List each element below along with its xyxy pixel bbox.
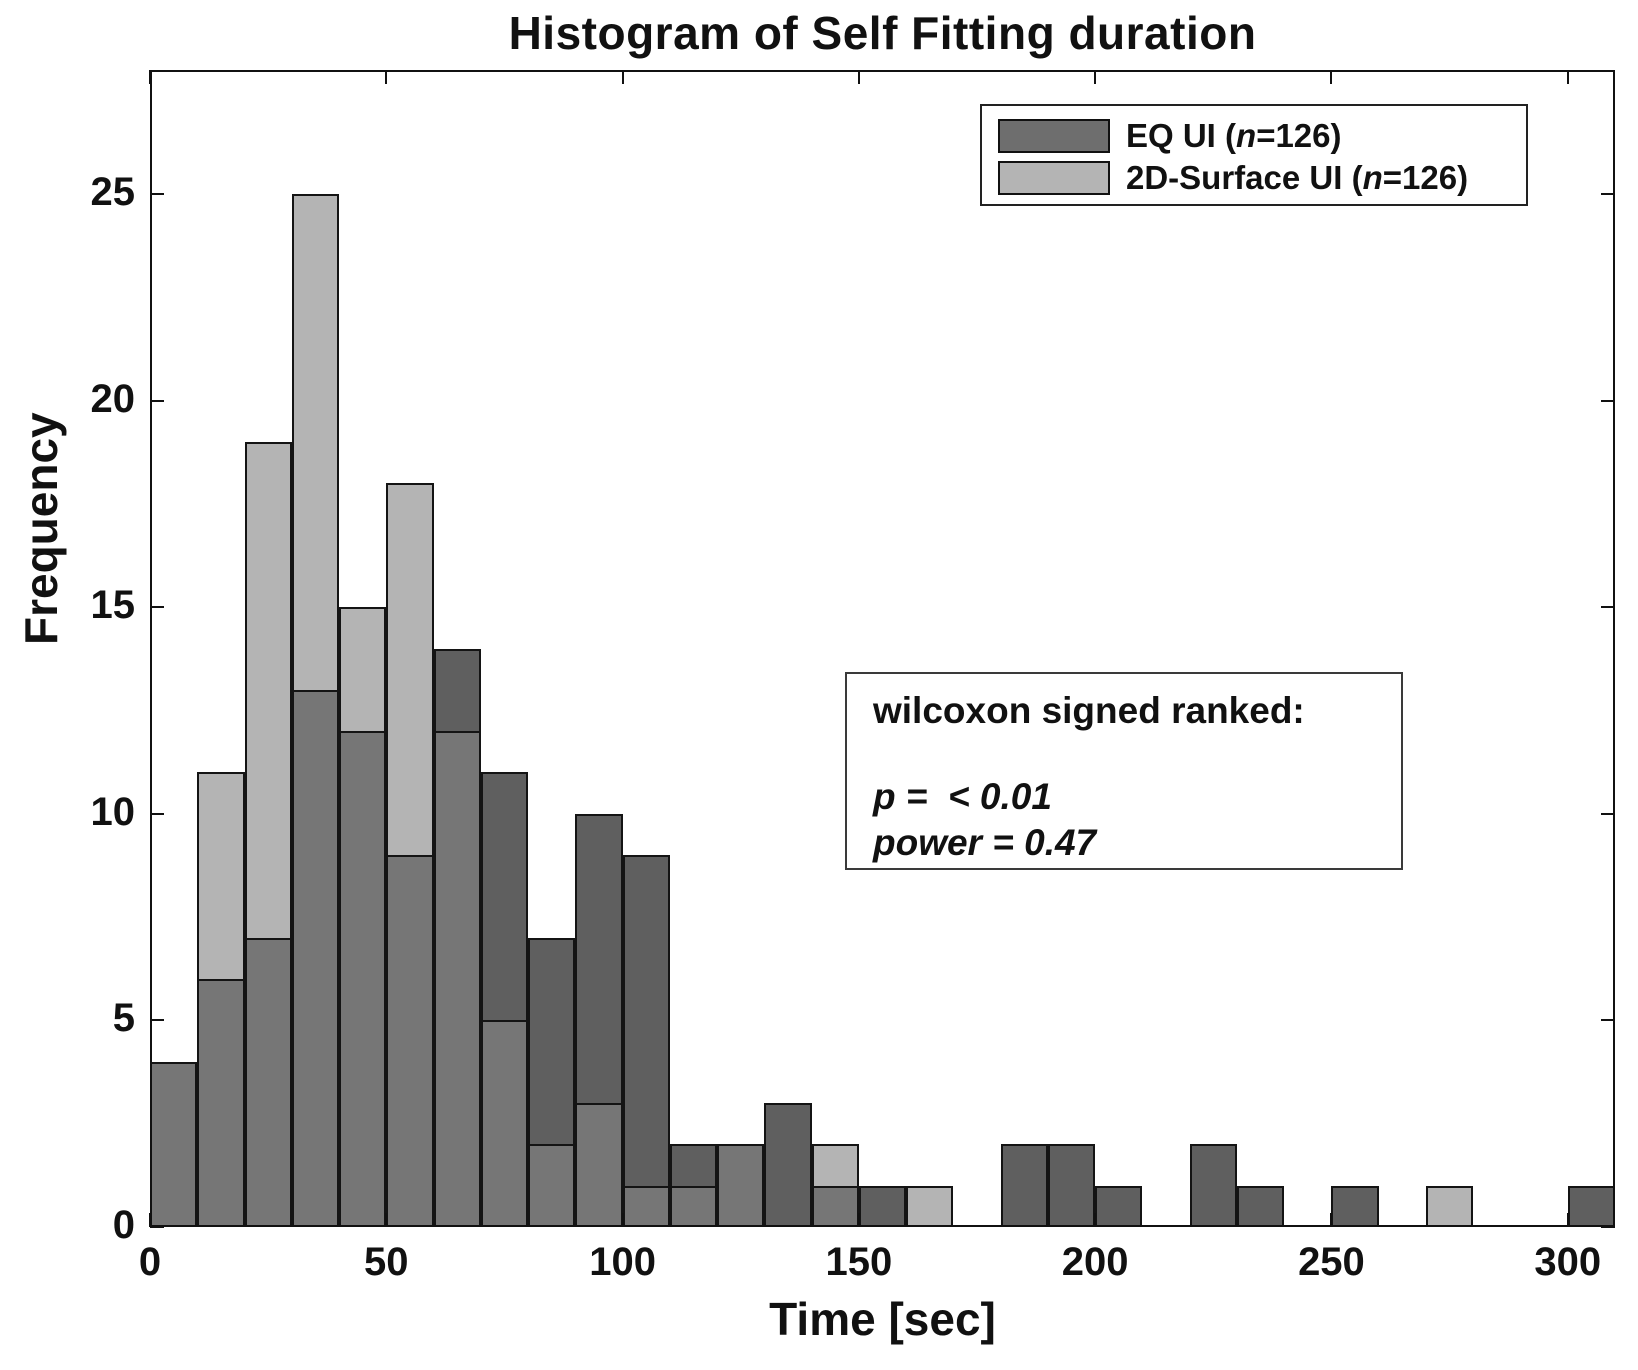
histogram-bar-segment [386,855,434,1227]
histogram-bar-segment [291,689,340,1227]
histogram-bar-segment [622,855,670,1186]
annotation-box: wilcoxon signed ranked: p = < 0.01 power… [845,672,1403,870]
histogram-bar-segment [480,1020,529,1227]
x-tick [149,1213,151,1227]
x-tick-top [621,70,624,84]
histogram-bar-segment [339,607,387,732]
y-tick-right [1601,1226,1615,1228]
y-tick-label: 20 [90,376,136,421]
x-tick-label: 250 [1298,1240,1365,1284]
y-tick-right [1601,1019,1615,1022]
y-tick [150,606,164,609]
histogram-bar-segment [858,1185,907,1227]
legend-item: EQ UI (n=126) [998,115,1526,157]
histogram-bar-segment [669,1185,718,1227]
histogram-bar-segment [717,1144,765,1227]
histogram-bar-segment [575,813,623,1104]
x-tick [857,1213,860,1227]
x-tick [1566,1213,1569,1227]
histogram-bar-segment [339,731,387,1227]
y-tick [150,812,164,815]
histogram-bar-segment [433,648,481,732]
histogram-bar-segment [1000,1144,1048,1227]
histogram-bar-segment [669,1144,718,1186]
x-tick [1094,1213,1097,1227]
histogram-bar-segment [1047,1144,1096,1227]
x-tick-label: 50 [364,1240,409,1284]
x-tick-top [1566,70,1569,84]
x-tick-label: 150 [825,1240,893,1284]
histogram-bar-segment [197,979,245,1227]
legend: EQ UI (n=126) 2D-Surface UI (n=126) [980,104,1528,206]
histogram-bar-segment [575,1103,623,1227]
y-tick-label: 5 [112,996,135,1041]
y-tick-label: 10 [90,789,136,834]
plot-area [150,70,1615,1227]
y-tick-right [1601,812,1615,815]
y-tick-right [1601,606,1615,609]
y-tick [150,1019,164,1022]
legend-item: 2D-Surface UI (n=126) [998,157,1526,199]
histogram-bar-segment [386,483,434,856]
histogram-bar-segment [528,1144,576,1227]
x-tick-label: 0 [138,1240,162,1284]
x-axis-label: Time [sec] [769,1293,996,1345]
histogram-bar-segment [291,193,340,690]
y-tick [150,399,164,402]
legend-item-label: 2D-Surface UI (n=126) [1126,159,1469,196]
histogram-bar-segment [244,937,292,1227]
legend-swatch [998,161,1110,195]
legend-swatch [998,119,1110,153]
y-tick-label: 15 [90,583,136,628]
histogram-bar-segment [528,937,576,1145]
chart-title: Histogram of Self Fitting duration [508,7,1257,59]
x-tick-top [149,70,151,84]
x-tick [385,1213,388,1227]
y-tick-right [1601,399,1615,402]
histogram-bar-segment [244,441,292,938]
x-tick [1330,1213,1333,1227]
y-tick [150,1226,164,1228]
plot-border [150,70,1615,1227]
histogram-bar-segment [1236,1185,1285,1227]
x-tick-top [1330,70,1333,84]
x-tick-top [857,70,860,84]
x-tick-top [1094,70,1097,84]
y-tick-label: 0 [112,1203,135,1247]
histogram-bar-segment [811,1144,859,1186]
annotation-p-value: p = < 0.01 [873,776,1052,817]
y-tick-label: 25 [90,169,136,214]
histogram-bar-segment [433,731,481,1227]
histogram-bar-segment [480,772,529,1021]
histogram-bar-segment [1095,1185,1143,1227]
legend-item-label: EQ UI (n=126) [1126,117,1342,154]
annotation-power-value: power = 0.47 [873,822,1097,863]
x-tick-label: 200 [1061,1240,1129,1284]
x-tick-label: 100 [589,1240,656,1284]
histogram-bar-segment [764,1103,812,1227]
x-tick [621,1213,624,1227]
histogram-bar-segment [197,772,245,980]
x-tick-label: 300 [1534,1240,1602,1284]
y-tick [150,192,164,195]
y-tick-right [1601,192,1615,195]
x-tick-top [385,70,388,84]
annotation-title: wilcoxon signed ranked: [873,690,1305,731]
